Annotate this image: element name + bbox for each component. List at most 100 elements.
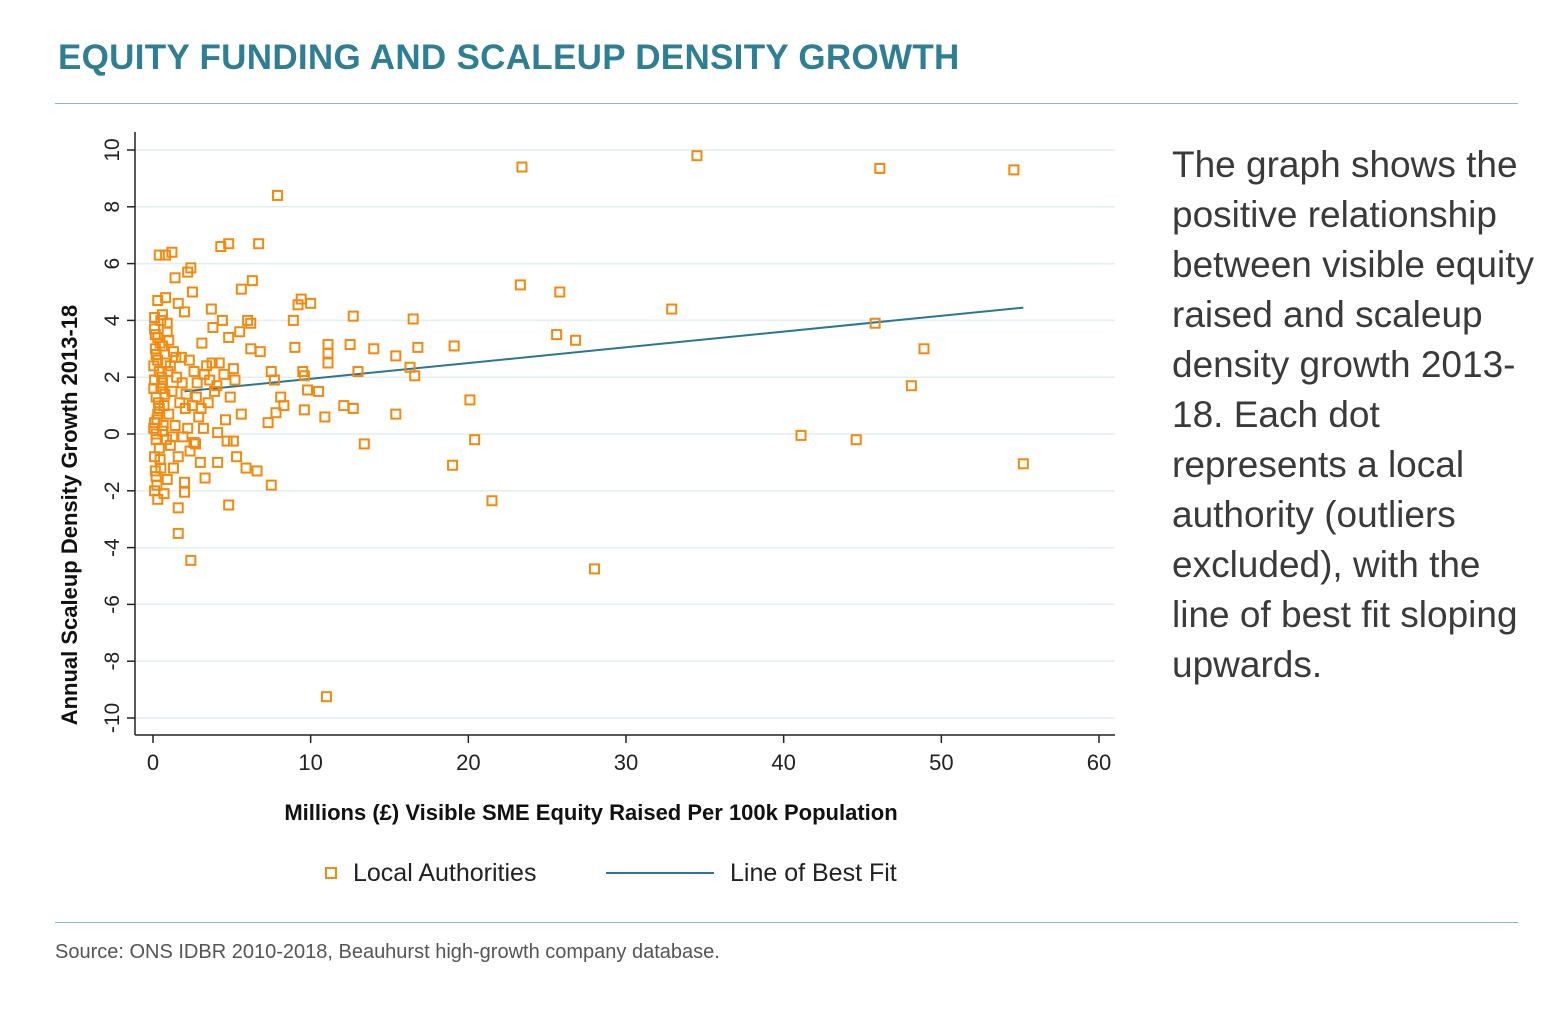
data-point bbox=[174, 397, 186, 409]
data-point bbox=[208, 385, 220, 397]
data-point bbox=[319, 411, 331, 423]
y-tick-label: 6 bbox=[101, 258, 124, 270]
y-tick-label: 8 bbox=[101, 201, 124, 213]
x-axis-label: Millions (£) Visible SME Equity Raised P… bbox=[284, 800, 897, 825]
data-point bbox=[1017, 458, 1029, 470]
data-point bbox=[160, 434, 172, 446]
data-point bbox=[206, 357, 218, 369]
data-point bbox=[905, 380, 917, 392]
data-point bbox=[155, 314, 167, 326]
data-point bbox=[223, 499, 235, 511]
data-point bbox=[167, 431, 179, 443]
data-point bbox=[179, 306, 191, 318]
data-point bbox=[179, 486, 191, 498]
data-point bbox=[289, 341, 301, 353]
data-point bbox=[215, 241, 227, 253]
y-tick-label: 0 bbox=[101, 428, 124, 440]
data-point bbox=[150, 428, 162, 440]
data-point bbox=[268, 374, 280, 386]
source-note: Source: ONS IDBR 2010-2018, Beauhurst hi… bbox=[55, 941, 720, 963]
data-point bbox=[150, 348, 162, 360]
data-point bbox=[253, 238, 265, 250]
data-point bbox=[207, 322, 219, 333]
data-point bbox=[407, 313, 419, 325]
data-point bbox=[262, 417, 274, 429]
data-point bbox=[179, 402, 191, 414]
data-point bbox=[254, 346, 266, 358]
data-point bbox=[352, 366, 364, 378]
data-point bbox=[153, 402, 165, 414]
data-point bbox=[245, 317, 257, 329]
data-point bbox=[298, 404, 310, 416]
x-tick-label: 50 bbox=[929, 750, 953, 775]
data-point bbox=[691, 150, 703, 162]
data-point bbox=[221, 435, 233, 447]
data-point bbox=[588, 563, 600, 575]
data-point bbox=[180, 388, 192, 400]
data-point bbox=[156, 377, 168, 389]
data-point bbox=[151, 479, 163, 491]
legend: Local Authorities Line of Best Fit bbox=[0, 855, 1130, 891]
data-point bbox=[149, 329, 161, 341]
x-tick-label: 30 bbox=[614, 750, 638, 775]
data-point bbox=[666, 303, 678, 315]
data-point bbox=[218, 368, 230, 380]
y-tick-label: -8 bbox=[101, 652, 124, 671]
y-tick-label: -10 bbox=[101, 703, 124, 733]
data-point bbox=[196, 337, 208, 349]
data-point bbox=[172, 297, 184, 309]
data-point bbox=[190, 438, 202, 450]
data-point bbox=[149, 312, 161, 324]
legend-label-local-authorities: Local Authorities bbox=[353, 858, 537, 887]
data-point bbox=[172, 502, 184, 514]
data-point bbox=[167, 462, 179, 474]
data-point bbox=[163, 408, 175, 420]
data-point bbox=[235, 283, 247, 295]
data-point bbox=[224, 391, 236, 403]
y-tick-label: -4 bbox=[101, 538, 124, 557]
grid-lines bbox=[135, 149, 1115, 719]
data-point bbox=[338, 400, 350, 412]
data-point bbox=[202, 397, 214, 409]
data-point bbox=[874, 162, 886, 174]
data-point bbox=[322, 357, 334, 369]
bottom-divider bbox=[55, 922, 1518, 923]
data-point bbox=[486, 495, 498, 507]
data-point bbox=[161, 326, 173, 338]
data-point bbox=[164, 360, 176, 372]
x-tick-label: 10 bbox=[298, 750, 322, 775]
data-point bbox=[156, 371, 168, 383]
data-point bbox=[211, 380, 223, 392]
data-point bbox=[220, 414, 232, 426]
data-point bbox=[190, 391, 202, 403]
data-point bbox=[204, 374, 216, 386]
data-point bbox=[514, 279, 526, 291]
hollow-square-marker-icon bbox=[325, 867, 337, 879]
data-point bbox=[246, 275, 258, 287]
best-fit-line bbox=[184, 306, 1024, 393]
data-point bbox=[191, 377, 203, 389]
data-point bbox=[197, 422, 209, 434]
data-point bbox=[158, 488, 170, 500]
y-tick-label: -2 bbox=[101, 481, 124, 500]
data-point bbox=[185, 262, 197, 274]
data-point bbox=[148, 360, 160, 372]
data-point bbox=[148, 383, 160, 395]
data-point bbox=[170, 351, 182, 363]
data-point bbox=[265, 479, 277, 491]
data-point bbox=[302, 384, 314, 396]
data-point bbox=[227, 363, 239, 375]
data-point bbox=[183, 354, 195, 366]
description-text: The graph shows the positive relationshi… bbox=[1172, 144, 1534, 685]
data-point bbox=[918, 343, 930, 355]
data-point bbox=[152, 295, 164, 307]
data-point bbox=[212, 456, 224, 468]
y-tick-label: -6 bbox=[101, 595, 124, 614]
data-point bbox=[175, 351, 187, 363]
data-point bbox=[272, 189, 284, 201]
data-point bbox=[347, 310, 359, 322]
data-point bbox=[154, 454, 166, 466]
data-point bbox=[292, 299, 304, 311]
data-point bbox=[412, 341, 424, 353]
data-point bbox=[295, 293, 307, 305]
